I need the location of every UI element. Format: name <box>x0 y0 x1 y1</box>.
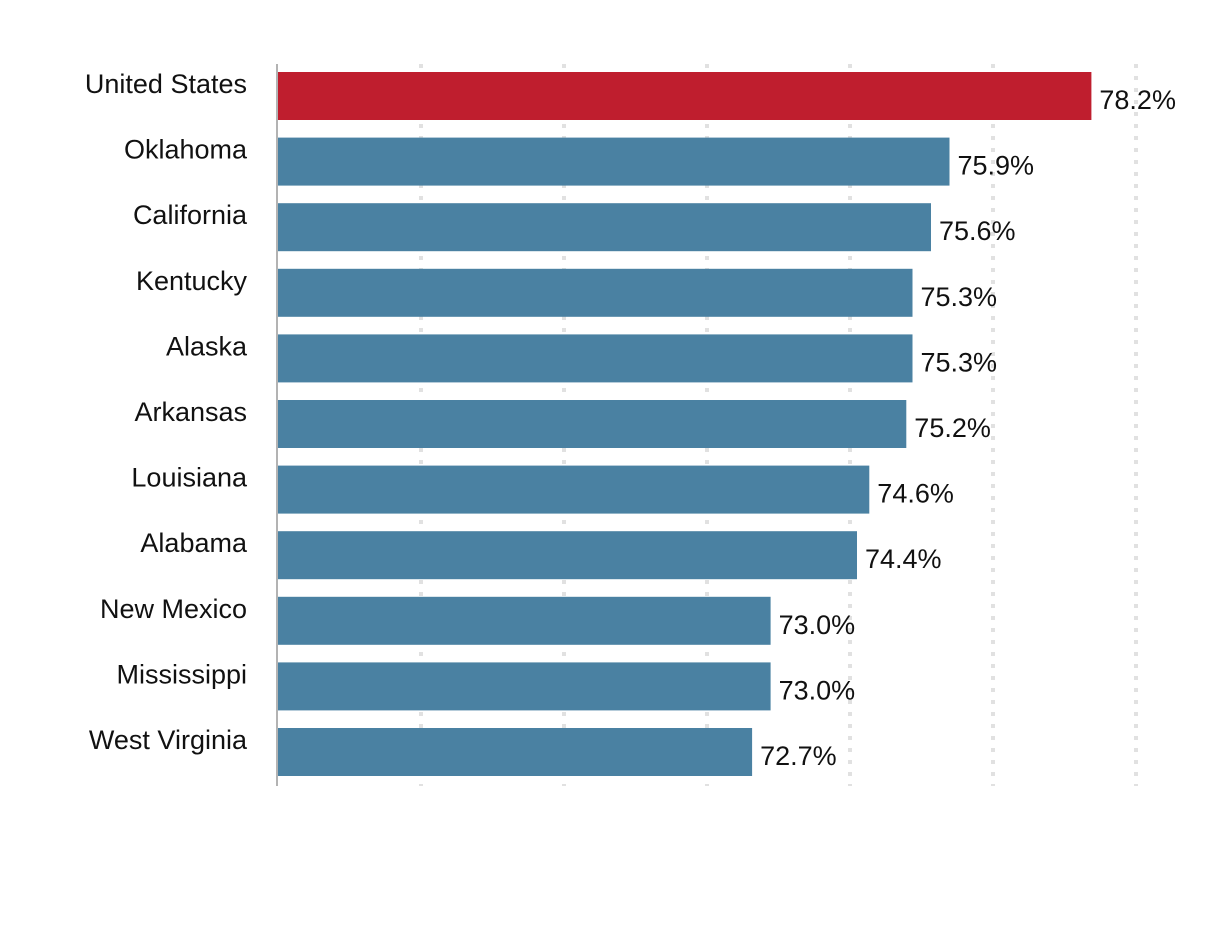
bars <box>277 72 1092 776</box>
bar <box>277 137 950 186</box>
category-labels: United States Oklahoma California Kentucky A… <box>85 69 248 755</box>
bar <box>277 465 870 514</box>
category-label: West Virginia <box>89 725 248 755</box>
bar <box>277 268 913 317</box>
value-label: 74.6% <box>877 479 954 509</box>
value-label: 75.3% <box>921 282 998 312</box>
bar <box>277 596 771 645</box>
value-labels: 78.2% 75.9% 75.6% 75.3% 75.3% 75.2% 74.6% 74.4%… <box>760 85 1176 771</box>
value-label: 75.3% <box>921 347 998 377</box>
category-label: United States <box>85 69 247 99</box>
value-label: 74.4% <box>865 544 942 574</box>
value-label: 72.7% <box>760 741 837 771</box>
bar <box>277 728 753 776</box>
value-label: 73.0% <box>779 675 856 705</box>
bar <box>277 531 857 580</box>
category-label: Oklahoma <box>124 135 248 165</box>
value-label: 75.9% <box>958 151 1035 181</box>
category-label: Mississippi <box>116 659 247 689</box>
bar-highlight <box>277 72 1092 120</box>
value-label: 78.2% <box>1099 85 1176 115</box>
category-label: Alabama <box>140 528 248 558</box>
bar <box>277 203 931 252</box>
category-label: Kentucky <box>136 266 248 296</box>
category-label: California <box>133 200 248 230</box>
category-label: New Mexico <box>100 594 247 624</box>
category-label: Alaska <box>166 331 248 361</box>
category-label: Arkansas <box>134 397 247 427</box>
value-label: 75.2% <box>914 413 991 443</box>
bar <box>277 334 913 383</box>
value-label: 75.6% <box>939 216 1016 246</box>
category-label: Louisiana <box>131 463 248 493</box>
bar <box>277 662 771 711</box>
bar <box>277 400 907 448</box>
value-label: 73.0% <box>779 610 856 640</box>
